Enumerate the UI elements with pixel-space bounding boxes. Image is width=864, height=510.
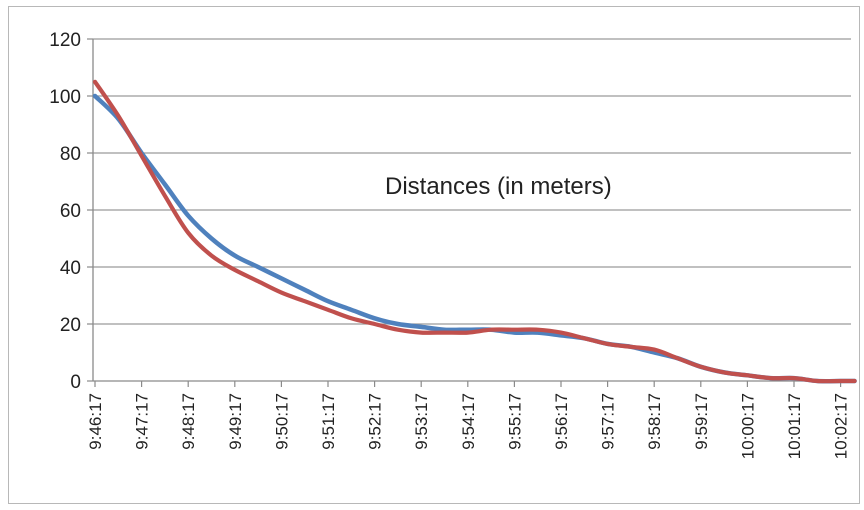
x-tick-label: 10:01:17 <box>785 393 804 459</box>
y-axis-labels: 0 20 40 60 80 100 120 <box>49 30 81 393</box>
y-tick-label: 0 <box>70 372 81 393</box>
x-tick-label: 9:50:17 <box>272 393 291 450</box>
x-tick-label: 9:46:17 <box>86 393 105 450</box>
y-tick-label: 80 <box>60 144 81 165</box>
x-tick-label: 9:47:17 <box>133 393 152 450</box>
y-tick-label: 100 <box>49 87 81 108</box>
y-tick-label: 40 <box>60 258 81 279</box>
axes <box>87 38 851 387</box>
series-line-1 <box>92 93 857 384</box>
x-tick-label: 9:52:17 <box>366 393 385 450</box>
chart-annotation: Distances (in meters) <box>385 173 612 200</box>
x-tick-label: 10:00:17 <box>738 393 757 459</box>
x-tick-label: 10:02:17 <box>832 393 851 459</box>
x-tick-label: 9:49:17 <box>226 393 245 450</box>
x-tick-label: 9:51:17 <box>319 393 338 450</box>
series-lines <box>92 79 857 384</box>
gridlines <box>93 38 851 325</box>
x-tick-label: 9:57:17 <box>599 393 618 450</box>
x-tick-label: 9:54:17 <box>459 393 478 450</box>
y-tick-label: 20 <box>60 315 81 336</box>
chart-frame: 0 20 40 60 80 100 120 9:46:17 9:47:17 9:48:17 9:4… <box>8 6 860 504</box>
series-line-2 <box>92 79 857 384</box>
x-tick-label: 9:53:17 <box>412 393 431 450</box>
x-tick-label: 9:58:17 <box>645 393 664 450</box>
x-tick-label: 9:55:17 <box>505 393 524 450</box>
x-axis-labels: 9:46:17 9:47:17 9:48:17 9:49:17 9:50:17 9:51:… <box>86 393 851 459</box>
x-tick-label: 9:56:17 <box>552 393 571 450</box>
y-tick-label: 60 <box>60 201 81 222</box>
x-tick-label: 9:59:17 <box>692 393 711 450</box>
x-tick-label: 9:48:17 <box>179 393 198 450</box>
y-tick-label: 120 <box>49 30 81 51</box>
